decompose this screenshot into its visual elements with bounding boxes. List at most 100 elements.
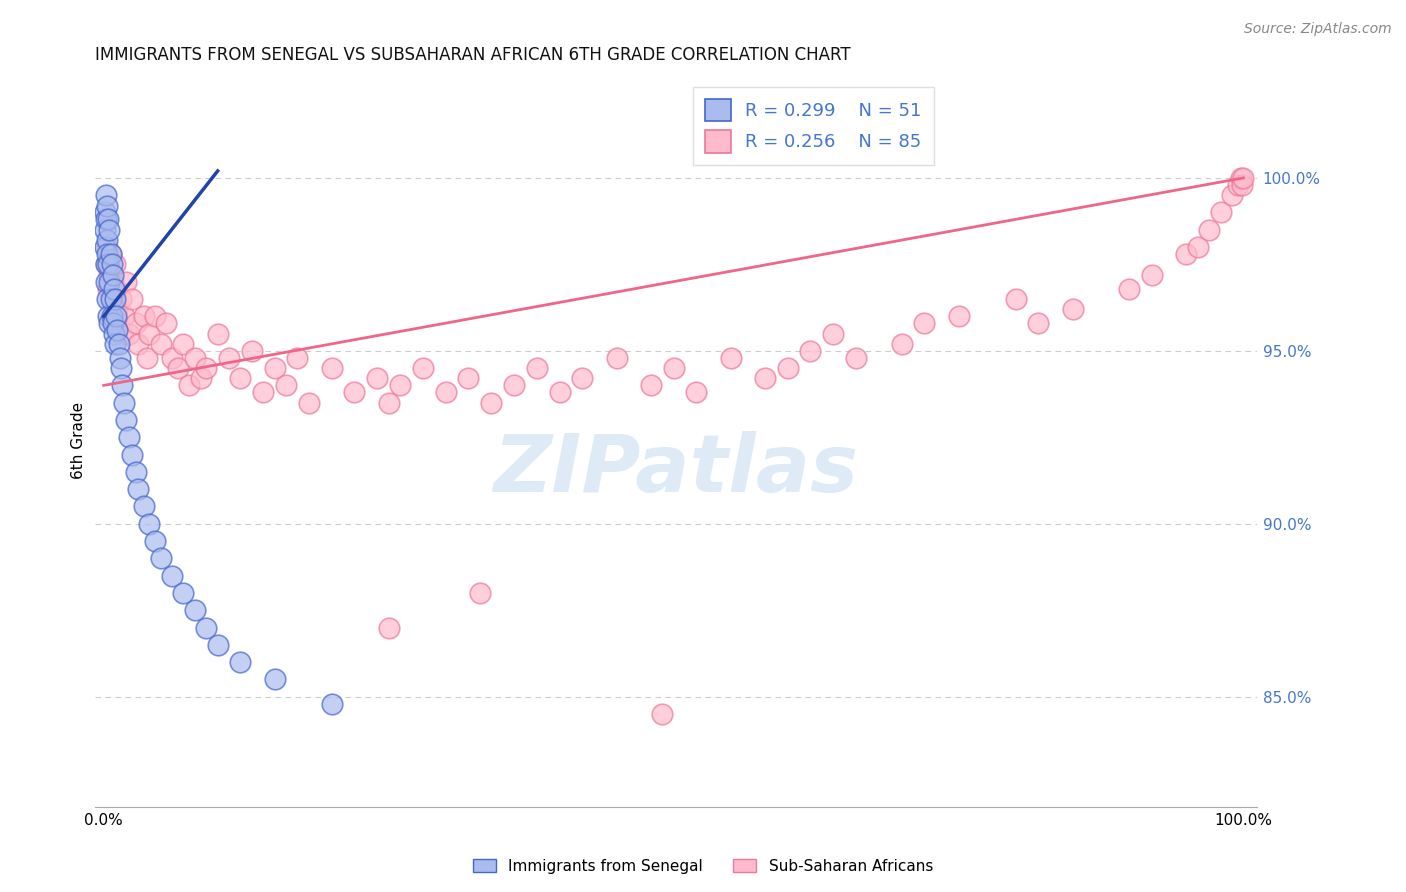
Point [799, 343, 821, 358]
Point [118, 430, 141, 444]
Text: IMMIGRANTS FROM SENEGAL VS SUBSAHARAN AFRICAN 6TH GRADE CORRELATION CHART: IMMIGRANTS FROM SENEGAL VS SUBSAHARAN AF… [94, 46, 851, 64]
Point [172, 586, 194, 600]
Point [104, 292, 127, 306]
Point [100, 310, 122, 324]
Point [252, 385, 274, 400]
Point [101, 268, 124, 282]
Point [366, 371, 388, 385]
Point [1220, 188, 1243, 202]
Point [98, 268, 121, 282]
Point [548, 385, 571, 400]
Point [97, 212, 120, 227]
Point [172, 337, 194, 351]
Point [149, 337, 172, 351]
Point [121, 448, 143, 462]
Point [776, 361, 799, 376]
Point [468, 586, 491, 600]
Point [845, 351, 868, 365]
Point [104, 257, 127, 271]
Point [287, 351, 309, 365]
Point [377, 395, 399, 409]
Point [100, 292, 122, 306]
Point [240, 343, 263, 358]
Point [127, 482, 149, 496]
Point [479, 395, 502, 409]
Point [274, 378, 297, 392]
Point [166, 361, 188, 376]
Point [1232, 170, 1254, 185]
Point [1142, 268, 1164, 282]
Point [118, 326, 141, 341]
Point [195, 621, 218, 635]
Point [132, 310, 155, 324]
Point [101, 275, 124, 289]
Point [377, 621, 399, 635]
Point [434, 385, 457, 400]
Point [229, 371, 252, 385]
Point [503, 378, 526, 392]
Point [96, 247, 118, 261]
Point [179, 378, 201, 392]
Point [160, 351, 183, 365]
Point [124, 465, 146, 479]
Point [720, 351, 742, 365]
Point [218, 351, 240, 365]
Point [100, 247, 122, 261]
Point [94, 275, 117, 289]
Point [155, 316, 177, 330]
Point [1230, 170, 1253, 185]
Point [108, 351, 131, 365]
Point [457, 371, 479, 385]
Point [1026, 316, 1049, 330]
Point [97, 310, 120, 324]
Point [100, 247, 122, 261]
Point [207, 326, 229, 341]
Point [190, 371, 212, 385]
Point [195, 361, 218, 376]
Point [94, 205, 117, 219]
Point [343, 385, 366, 400]
Point [571, 371, 593, 385]
Point [1226, 178, 1249, 192]
Point [948, 310, 970, 324]
Point [263, 673, 285, 687]
Point [143, 534, 166, 549]
Text: ZIPatlas: ZIPatlas [494, 431, 858, 509]
Point [103, 310, 125, 324]
Point [111, 378, 134, 392]
Point [107, 337, 129, 351]
Point [662, 361, 685, 376]
Point [94, 240, 117, 254]
Point [112, 310, 135, 324]
Point [823, 326, 845, 341]
Point [111, 326, 134, 341]
Text: Source: ZipAtlas.com: Source: ZipAtlas.com [1244, 22, 1392, 37]
Point [100, 257, 122, 271]
Point [98, 275, 121, 289]
Point [143, 310, 166, 324]
Point [651, 706, 673, 721]
Point [1209, 205, 1232, 219]
Y-axis label: 6th Grade: 6th Grade [72, 402, 86, 479]
Point [1004, 292, 1026, 306]
Point [754, 371, 776, 385]
Point [1187, 240, 1209, 254]
Point [94, 223, 117, 237]
Point [184, 351, 207, 365]
Point [127, 337, 149, 351]
Point [115, 413, 138, 427]
Point [890, 337, 912, 351]
Point [138, 516, 160, 531]
Point [105, 323, 128, 337]
Point [207, 638, 229, 652]
Point [121, 292, 143, 306]
Point [110, 292, 132, 306]
Point [97, 257, 120, 271]
Point [94, 257, 117, 271]
Point [640, 378, 662, 392]
Point [104, 337, 127, 351]
Point [112, 395, 135, 409]
Point [1062, 302, 1084, 317]
Point [138, 326, 160, 341]
Point [184, 603, 207, 617]
